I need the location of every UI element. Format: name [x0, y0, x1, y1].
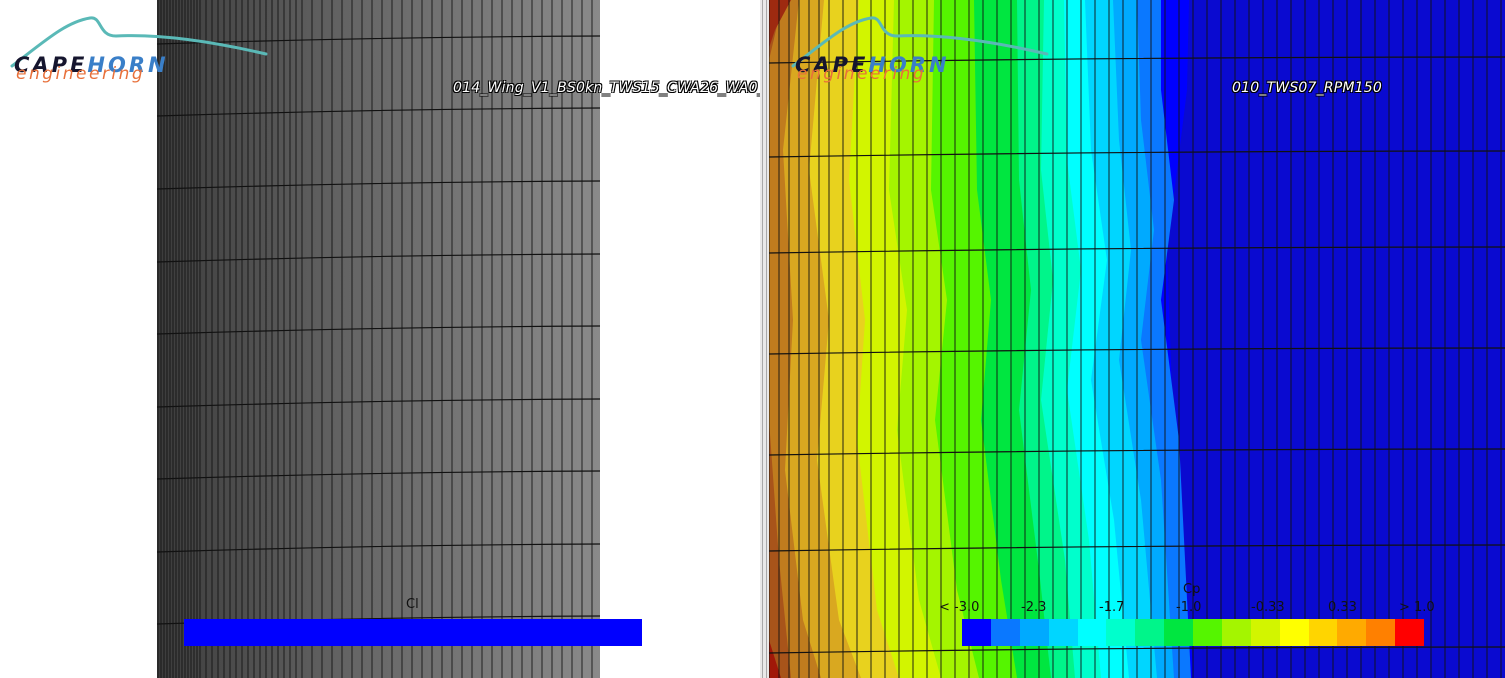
logo-swoosh-icon	[791, 16, 1049, 68]
logo-brand-part2: HORN	[868, 53, 950, 77]
cl-color-bar	[184, 619, 642, 646]
cp-legend-title: Cp	[1183, 582, 1201, 597]
cp-color-swatch	[1019, 619, 1049, 646]
logo-subtitle: engineering	[16, 64, 146, 84]
left-mesh-surface	[156, 0, 601, 678]
cp-color-swatch	[1135, 619, 1165, 646]
cp-color-swatch	[990, 619, 1020, 646]
cl-legend-title: Cl	[406, 597, 419, 612]
cp-color-swatch	[1250, 619, 1280, 646]
right-viewport[interactable]: CAPEHORN engineering 010_TWS07_RPM150	[769, 0, 1505, 678]
right-case-name: 010_TWS07_RPM150	[1232, 80, 1382, 96]
logo-subtitle: engineering	[797, 64, 927, 84]
cp-color-swatch	[1221, 619, 1251, 646]
left-viewport[interactable]: CAPEHORN engineering 014_Wing_V1_BS0kn_T…	[0, 0, 760, 678]
cp-tick-label: > 1.0	[1399, 600, 1435, 615]
cp-color-swatch	[1308, 619, 1338, 646]
logo-brand-part2: HORN	[87, 53, 169, 77]
viewport-splitter[interactable]	[760, 0, 769, 678]
cp-color-swatch	[1395, 619, 1424, 646]
cp-color-swatch	[962, 619, 991, 646]
left-case-name: 014_Wing_V1_BS0kn_TWS15_CWA26_WA0_	[453, 80, 760, 96]
cp-color-swatch	[1048, 619, 1078, 646]
cp-tick-label: -0.33	[1251, 600, 1285, 615]
logo-swoosh-icon	[10, 16, 268, 68]
cp-color-swatch	[1106, 619, 1136, 646]
cp-color-bar	[962, 619, 1424, 646]
cp-color-swatch	[1164, 619, 1193, 646]
cp-tick-label: 0.33	[1328, 600, 1357, 615]
cp-tick-label: -2.3	[1021, 600, 1047, 615]
logo-brand-part1: CAPE	[14, 53, 88, 77]
cp-contour-surface	[769, 0, 1505, 678]
cp-color-swatch	[1337, 619, 1367, 646]
cp-color-swatch	[1077, 619, 1107, 646]
cp-color-swatch	[1193, 619, 1222, 646]
cp-color-swatch	[1279, 619, 1309, 646]
cp-tick-label: < -3.0	[939, 600, 980, 615]
cp-tick-label: -1.0	[1176, 600, 1202, 615]
cp-color-swatch	[1366, 619, 1396, 646]
logo-brand-part1: CAPE	[795, 53, 869, 77]
cp-tick-label: -1.7	[1099, 600, 1125, 615]
